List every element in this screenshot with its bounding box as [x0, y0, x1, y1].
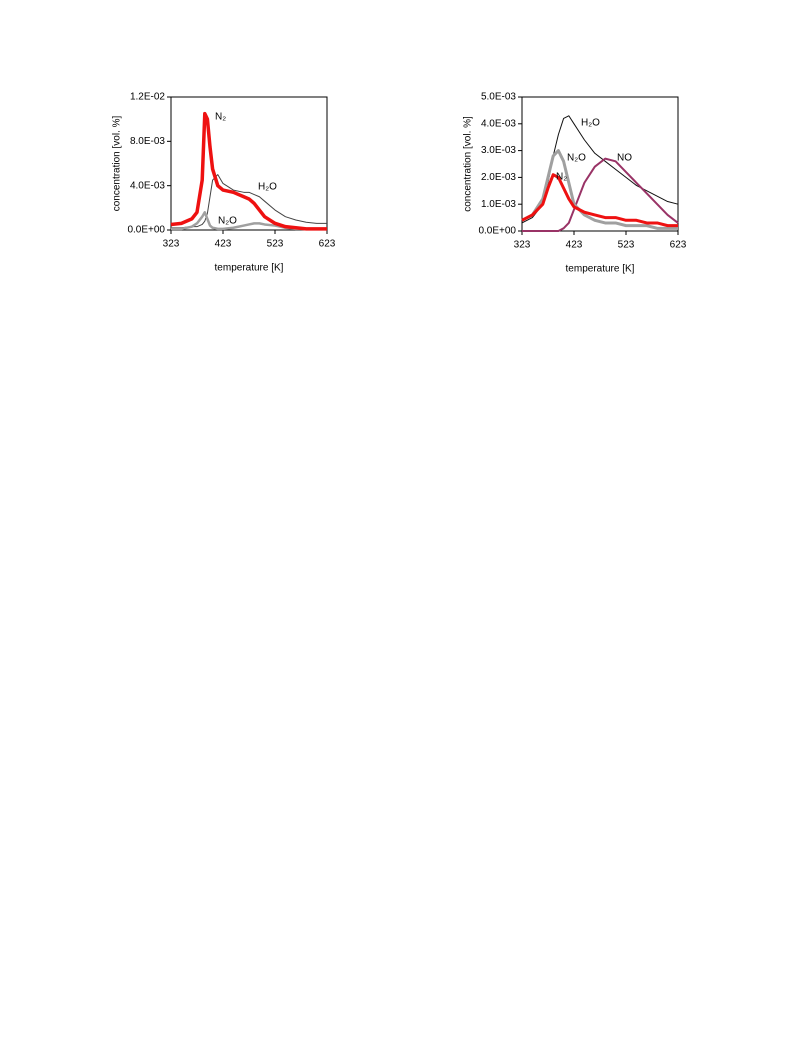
series-line [171, 174, 327, 229]
series-label: NO [617, 153, 632, 164]
y-tick-label: 0.0E+00 [478, 226, 516, 237]
series-line [170, 111, 327, 231]
x-tick-label: 623 [670, 240, 687, 251]
series-line [521, 173, 678, 228]
y-tick-label: 8.0E-03 [130, 136, 165, 147]
y-tick-label: 1.2E-02 [130, 92, 165, 103]
series-label: N₂O [218, 216, 237, 227]
series-line [521, 115, 679, 224]
y-axis-label: concentration [vol. %] [112, 115, 123, 211]
series-label: N₂ [215, 112, 226, 123]
series-label: H₂O [581, 118, 600, 129]
x-tick-label: 423 [215, 239, 232, 250]
x-tick-label: 323 [163, 239, 180, 250]
x-tick-label: 523 [618, 240, 635, 251]
y-tick-label: 4.0E-03 [481, 118, 516, 129]
x-tick-label: 523 [267, 239, 284, 250]
series-line [521, 149, 678, 230]
series-label: N₂ [556, 172, 567, 183]
x-axis-label: temperature [K] [215, 263, 284, 274]
x-tick-label: 623 [319, 239, 336, 250]
series-label: H₂O [258, 182, 277, 193]
plot-frame [521, 96, 679, 232]
plot-frame [170, 96, 328, 231]
y-tick-label: 1.0E-03 [481, 199, 516, 210]
y-tick-label: 4.0E-03 [130, 180, 165, 191]
x-tick-label: 423 [566, 240, 583, 251]
y-tick-label: 2.0E-03 [481, 172, 516, 183]
y-tick-label: 0.0E+00 [127, 225, 165, 236]
x-axis-label: temperature [K] [566, 264, 635, 275]
y-axis-label: concentration [vol. %] [463, 116, 474, 212]
x-tick-label: 323 [514, 240, 531, 251]
y-tick-label: 3.0E-03 [481, 145, 516, 156]
series-line [522, 157, 679, 232]
series-label: N₂O [567, 153, 586, 164]
y-tick-label: 5.0E-03 [481, 92, 516, 103]
